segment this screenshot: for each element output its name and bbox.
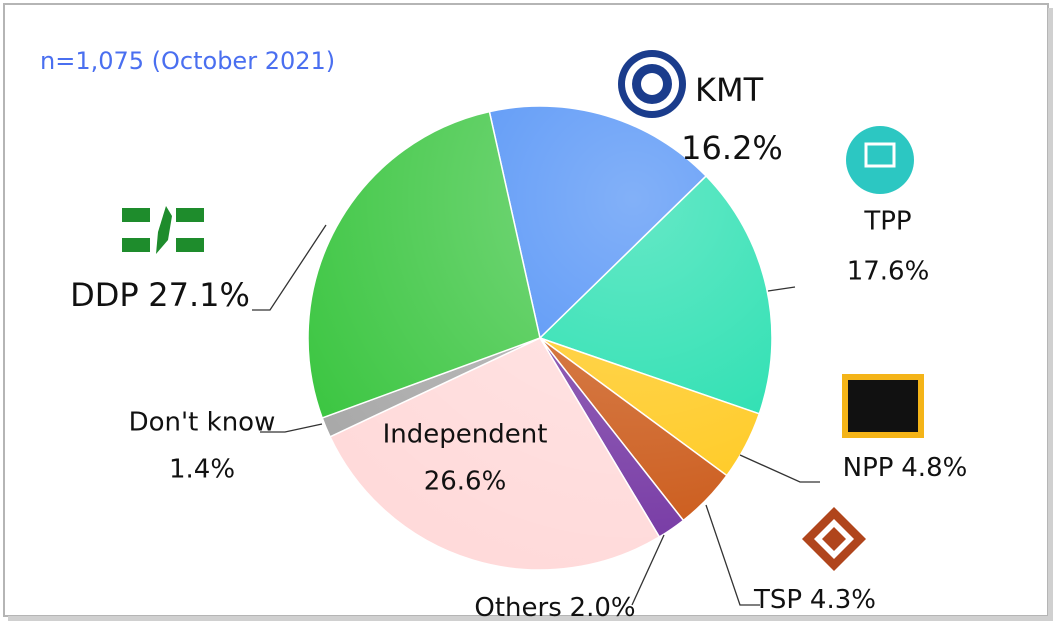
leader-lines <box>252 224 820 606</box>
value-label: 2.0% <box>570 593 636 623</box>
frame-shadow <box>8 616 1053 621</box>
category-label: Others <box>474 593 561 623</box>
pie <box>307 105 773 571</box>
category-label: DDP <box>70 276 139 314</box>
value-label: 4.8% <box>901 453 967 483</box>
category-label: Don't know <box>129 408 276 438</box>
category-label: TSP <box>753 585 802 615</box>
npp-logo <box>842 374 924 438</box>
tsp-logo <box>802 507 866 571</box>
category-label: NPP <box>843 453 894 483</box>
slice-label: NPP 4.8% <box>843 453 968 483</box>
slice-label: Others 2.0% <box>474 593 635 623</box>
labels: KMT 16.2% TPP 17.6% NPP 4.8% TSP 4.3% Others 2.0%… <box>70 71 967 623</box>
subtitle: n=1,075 (October 2021) <box>40 47 335 75</box>
category-label: KMT <box>695 71 764 109</box>
slice-label: DDP 27.1% <box>70 276 250 314</box>
ddp-logo <box>122 206 204 254</box>
slice-label: TSP 4.3% <box>753 585 876 615</box>
value-label: 17.6% <box>847 257 930 287</box>
value-label: 1.4% <box>169 455 235 485</box>
value-label: 4.3% <box>810 585 876 615</box>
value-label: 26.6% <box>424 467 507 497</box>
category-label: Independent <box>383 420 548 450</box>
value-label: 27.1% <box>148 276 250 314</box>
tpp-logo <box>846 126 914 194</box>
frame-shadow <box>1048 8 1053 620</box>
value-label: 16.2% <box>681 129 783 167</box>
kmt-logo <box>618 50 686 118</box>
category-label: TPP <box>863 207 911 237</box>
